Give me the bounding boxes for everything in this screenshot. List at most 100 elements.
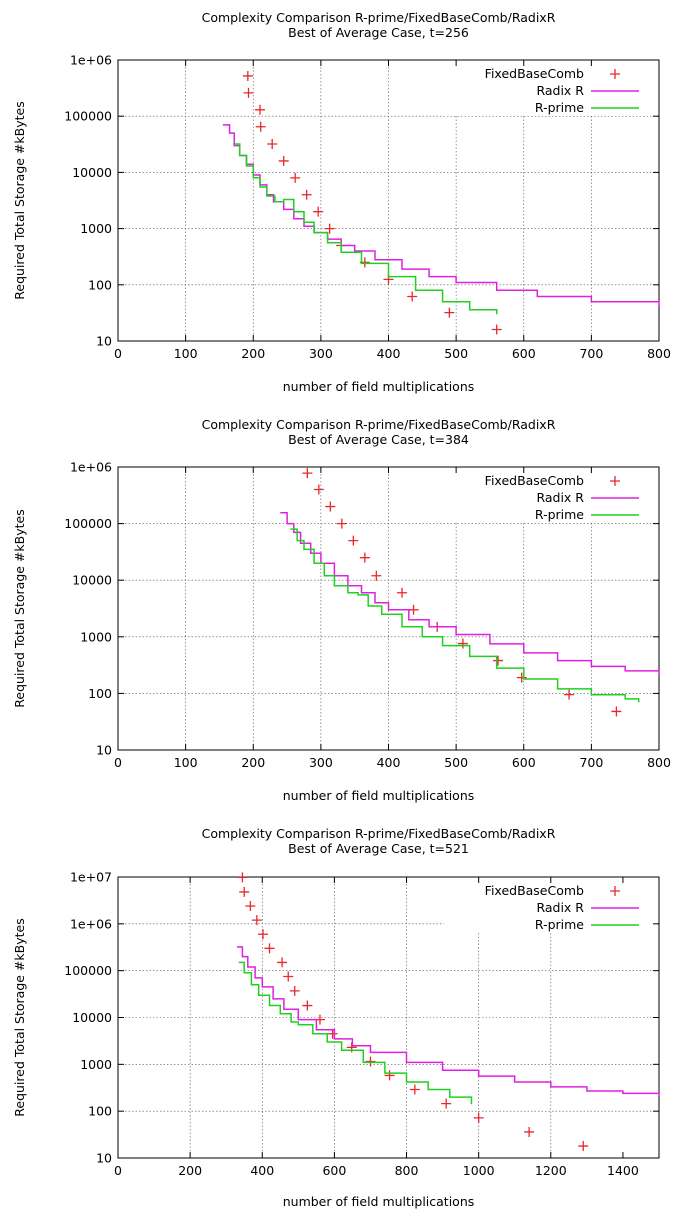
chart-title: Complexity Comparison R-prime/FixedBaseC… [202,826,556,841]
legend-background [444,469,656,523]
data-point [516,672,527,683]
data-point [239,886,250,897]
legend-label: Radix R [536,83,584,98]
y-tick-label: 10 [96,1151,112,1166]
x-tick-label: 400 [250,1163,274,1178]
chart-subtitle: Best of Average Case, t=521 [288,841,469,856]
y-axis-label: Required Total Storage #kBytes [12,509,27,707]
legend-background [444,879,656,933]
data-point [278,155,289,166]
data-point [473,1112,484,1123]
series-radix-r [237,946,660,1097]
data-point [255,121,266,132]
data-point [564,689,575,700]
data-point [277,957,288,968]
data-point [408,604,419,615]
data-point [267,139,278,150]
y-tick-label: 100000 [64,109,112,124]
series-line [233,143,498,315]
x-axis-label: number of field multiplications [283,788,475,803]
data-point [302,1000,313,1011]
x-tick-label: 400 [377,346,401,361]
data-point [348,535,359,546]
chart-title: Complexity Comparison R-prime/FixedBaseC… [202,10,556,25]
data-point [313,206,324,217]
legend-background [444,62,656,116]
y-tick-label: 100 [88,1104,112,1119]
y-tick-label: 1e+06 [70,916,112,931]
data-point [255,104,266,115]
chart-subtitle: Best of Average Case, t=384 [288,432,469,447]
data-point [397,587,408,598]
data-point [365,1056,376,1067]
data-point [245,901,256,912]
y-tick-label: 100000 [64,516,112,531]
legend-label: R-prime [535,100,584,115]
x-tick-label: 500 [444,755,468,770]
y-tick-label: 1000 [80,629,112,644]
legend-label: FixedBaseComb [485,473,584,488]
legend-label: R-prime [535,917,584,932]
x-tick-label: 1200 [535,1163,567,1178]
data-point [441,1098,452,1109]
y-axis-label: Required Total Storage #kBytes [12,918,27,1116]
data-point [324,223,335,234]
legend-label: Radix R [536,490,584,505]
legend-label: R-prime [535,507,584,522]
x-tick-label: 0 [114,755,122,770]
chart-1: Complexity Comparison R-prime/FixedBaseC… [12,10,671,394]
legend-swatch [610,69,620,79]
y-tick-label: 100 [88,686,112,701]
y-tick-label: 1e+06 [70,53,112,68]
series-fixedbasecomb [302,468,622,717]
data-point [407,291,418,302]
y-tick-label: 1e+07 [70,870,112,885]
x-tick-label: 400 [377,755,401,770]
legend-label: Radix R [536,900,584,915]
data-point [289,985,300,996]
legend-label: FixedBaseComb [485,883,584,898]
y-tick-label: 10 [96,334,112,349]
y-tick-label: 10000 [72,1010,112,1025]
data-point [237,872,248,883]
data-point [257,929,268,940]
x-tick-label: 100 [174,346,198,361]
x-tick-label: 1400 [607,1163,639,1178]
x-tick-label: 300 [309,346,333,361]
x-tick-label: 0 [114,346,122,361]
x-tick-label: 200 [241,346,265,361]
legend-label: FixedBaseComb [485,66,584,81]
data-point [251,915,262,926]
chart-subtitle: Best of Average Case, t=256 [288,25,469,40]
series-radix-r [222,124,660,307]
y-tick-label: 10000 [72,573,112,588]
series-r-prime [238,961,473,1105]
data-point [290,172,301,183]
plot-frame [117,876,660,1159]
y-tick-label: 10000 [72,165,112,180]
data-point [578,1141,589,1152]
legend-swatch [610,886,620,896]
data-point [301,189,312,200]
data-point [384,1070,395,1081]
data-point [313,484,324,495]
x-tick-label: 800 [395,1163,419,1178]
data-point [302,468,313,479]
x-axis-label: number of field multiplications [283,379,475,394]
plot-frame [117,466,660,751]
data-point [524,1126,535,1137]
series-line [290,528,640,703]
y-tick-label: 10 [96,743,112,758]
x-tick-label: 700 [579,755,603,770]
legend-swatch [610,476,620,486]
data-point [371,570,382,581]
x-tick-label: 700 [579,346,603,361]
data-point [359,552,370,563]
data-point [243,87,254,98]
data-point [242,70,253,81]
series-r-prime [290,528,640,703]
y-tick-label: 100 [88,277,112,292]
data-point [493,655,504,666]
x-tick-label: 800 [647,755,671,770]
x-tick-label: 800 [647,346,671,361]
